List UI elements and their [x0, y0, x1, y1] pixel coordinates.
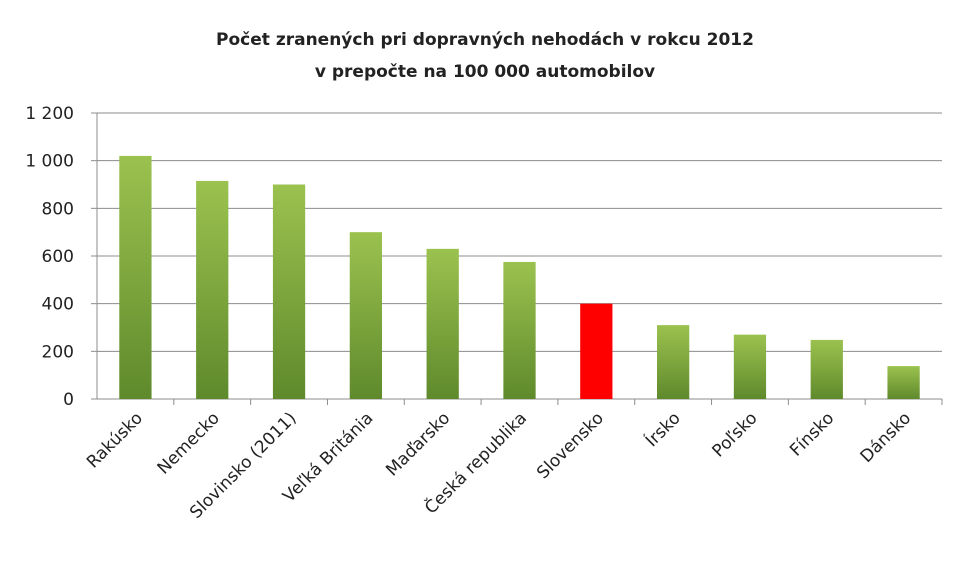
bar — [503, 261, 536, 399]
y-tick-label: 0 — [63, 390, 74, 410]
gridlines — [97, 112, 942, 352]
x-category-label: Fínsko — [786, 408, 838, 460]
bar — [887, 366, 920, 399]
x-category-label: Rakúsko — [83, 408, 147, 472]
x-category-label: Dánsko — [857, 408, 916, 467]
bar — [810, 339, 843, 399]
bars — [119, 155, 920, 399]
bar — [580, 303, 613, 399]
bar — [196, 180, 229, 399]
bar — [119, 155, 152, 399]
y-tick-label: 1 000 — [25, 152, 74, 172]
bar — [733, 334, 767, 399]
bar — [657, 325, 690, 399]
y-tick-label: 400 — [42, 295, 74, 315]
x-category-label: Poľsko — [709, 408, 762, 461]
bar — [426, 248, 459, 399]
y-tick-label: 200 — [42, 342, 74, 362]
chart-title-line-1: Počet zranených pri dopravných nehodách … — [216, 30, 754, 50]
x-category-label: Írsko — [640, 407, 684, 451]
x-category-label: Nemecko — [154, 408, 224, 478]
chart-title-line-2: v prepočte na 100 000 automobilov — [315, 62, 655, 82]
y-axis-tick-labels: 0 200 400 600 800 1 000 1 200 — [25, 104, 97, 410]
bar — [349, 232, 382, 399]
y-tick-label: 1 200 — [25, 104, 74, 124]
x-category-label: Maďarsko — [382, 408, 454, 480]
bar — [272, 184, 306, 399]
y-tick-label: 800 — [42, 199, 74, 219]
x-category-label: Slovensko — [533, 408, 608, 483]
y-tick-label: 600 — [42, 247, 74, 267]
